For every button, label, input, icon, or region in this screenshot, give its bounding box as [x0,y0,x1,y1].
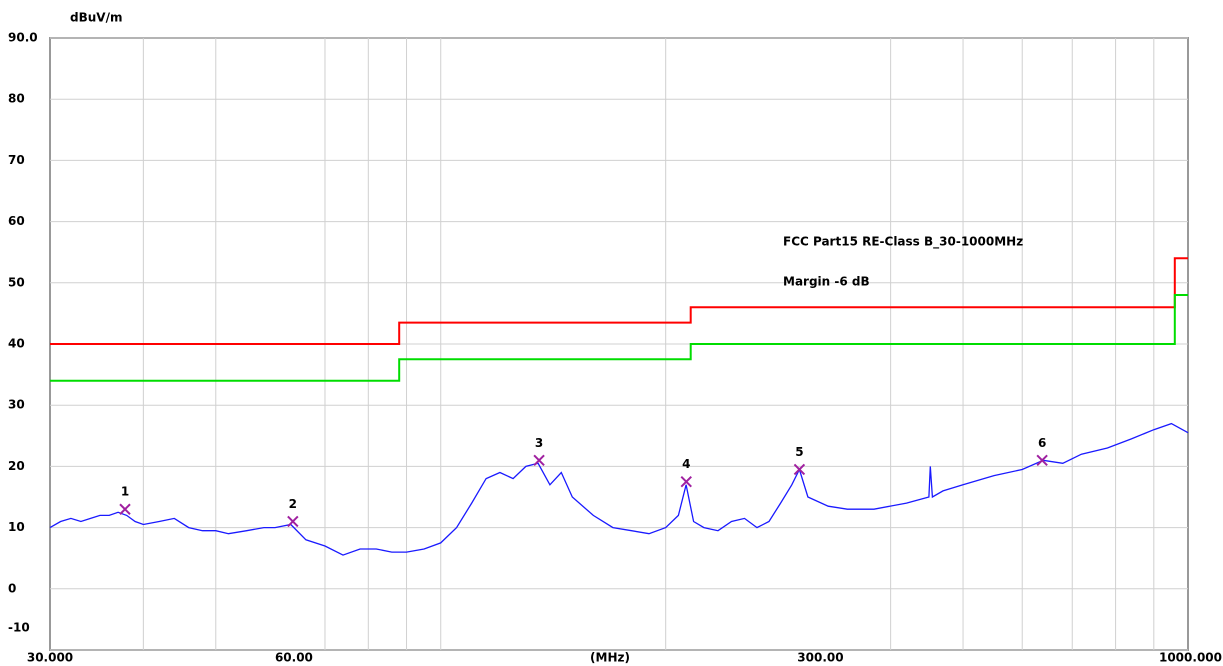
legend-label: Margin -6 dB [783,275,870,289]
y-tick-label: 70 [8,153,25,167]
y-tick-label: 0 [8,581,16,595]
y-tick-label: 50 [8,275,25,289]
marker-label: 3 [535,436,543,450]
legend-label: FCC Part15 RE-Class B_30-1000MHz [783,235,1023,250]
y-tick-label: 80 [8,92,25,106]
y-tick-label: 20 [8,459,25,473]
x-tick-label: 30.000 [27,651,73,665]
y-axis-label: dBuV/m [70,11,122,25]
y-tick-label: 30 [8,398,25,412]
marker-label: 1 [121,485,129,499]
marker [533,454,545,466]
y-tick-label: 40 [8,337,25,351]
marker [793,463,806,476]
x-axis-label: (MHz) [590,651,630,665]
marker [119,503,131,515]
marker-label: 2 [289,497,297,511]
y-tick-label: 90.0 [8,31,38,45]
marker-label: 6 [1038,436,1046,450]
y-tick-label: 10 [8,520,25,534]
marker-label: 4 [682,457,690,471]
marker [1036,454,1048,466]
marker [287,515,299,528]
y-tick-label: -10 [8,621,30,635]
marker [680,475,692,488]
series-line [50,257,1188,345]
x-tick-label: 300.00 [797,651,843,665]
y-tick-label: 60 [8,214,25,228]
x-tick-label: 1000.000 [1159,651,1222,665]
series-line [49,422,1189,556]
series-line [50,294,1188,382]
x-tick-label: 60.00 [275,651,313,665]
marker-label: 5 [795,445,803,459]
